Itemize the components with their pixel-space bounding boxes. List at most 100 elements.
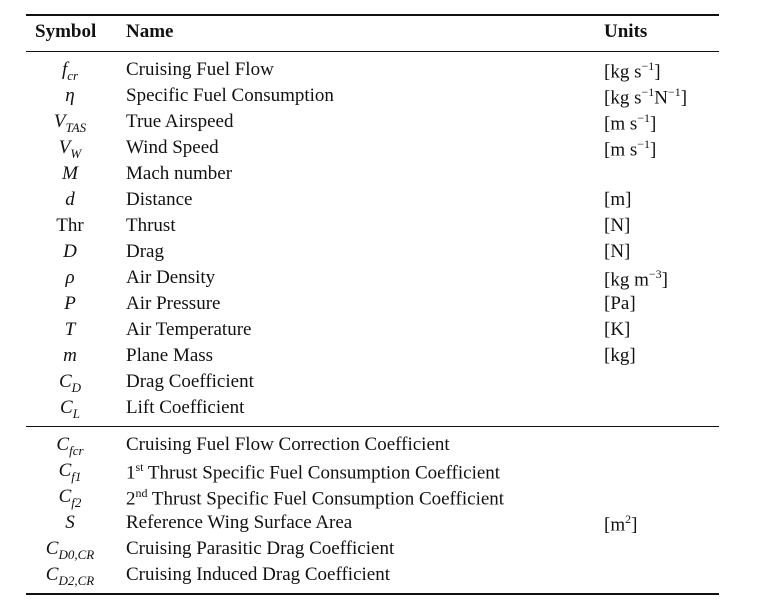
name-cell: 2nd Thrust Specific Fuel Consumption Coe… (126, 486, 504, 510)
table-row: CD0,CR Cruising Parasitic Drag Coefficien… (0, 536, 767, 562)
group-separator-rule (26, 426, 719, 427)
unit-text: [kg m (604, 269, 649, 291)
symbol-main: C (58, 486, 72, 507)
symbol-subscript: cr (67, 67, 79, 83)
symbol-cell: CD0,CR (30, 538, 110, 563)
unit-text: [K] (604, 319, 631, 340)
unit-text: [kg] (604, 345, 636, 366)
symbol-cell: VW (30, 137, 110, 162)
unit-exponent: −1 (637, 111, 651, 125)
name-cell: Specific Fuel Consumption (126, 85, 334, 107)
symbol-main: C (45, 538, 59, 559)
name-cell: Air Density (126, 267, 215, 289)
symbol-subscript: f1 (71, 468, 82, 484)
unit-exponent: −1 (637, 137, 651, 151)
table-row: T Air Temperature [K] (0, 317, 767, 343)
unit-bracket: ] (650, 113, 657, 135)
table-row: η Specific Fuel Consumption [kg s−1N−1] (0, 83, 767, 109)
name-cell: Cruising Fuel Flow Correction Coefficien… (126, 434, 450, 456)
name-cell: Distance (126, 189, 192, 211)
name-cell: Wind Speed (126, 137, 219, 159)
symbol-main: m (63, 345, 77, 366)
table-top-rule (26, 14, 719, 16)
symbol-main: η (65, 85, 75, 106)
unit-text: [kg s (604, 61, 642, 83)
symbol-cell: m (30, 345, 110, 367)
name-cell: True Airspeed (126, 111, 234, 133)
table-row: S Reference Wing Surface Area [m2] (0, 510, 767, 536)
symbol-cell: S (30, 512, 110, 534)
unit-exponent: −1 (641, 59, 655, 73)
units-cell: [K] (604, 319, 630, 341)
name-cell: Air Pressure (126, 293, 220, 315)
name-cell: Cruising Fuel Flow (126, 59, 274, 81)
name-text: Wind Speed (126, 137, 219, 158)
units-cell: [kg s−1N−1] (604, 85, 687, 109)
symbol-main: V (58, 137, 71, 158)
name-cell: Reference Wing Surface Area (126, 512, 352, 534)
symbol-cell: M (30, 163, 110, 185)
name-text: Plane Mass (126, 345, 214, 366)
symbol-main: M (62, 163, 78, 184)
name-text: True Airspeed (126, 111, 234, 132)
table-row: CD2,CR Cruising Induced Drag Coefficient (0, 562, 767, 588)
symbol-cell: P (30, 293, 110, 315)
symbol-main: f (61, 59, 68, 80)
table-row: CL Lift Coefficient (0, 395, 767, 421)
symbol-cell: fcr (30, 59, 110, 84)
name-text: Air Density (126, 267, 216, 288)
header-name: Name (126, 21, 174, 42)
name-cell: Drag (126, 241, 164, 263)
name-text: Cruising Fuel Flow (126, 59, 274, 80)
table-row: VTAS True Airspeed [m s−1] (0, 109, 767, 135)
name-text: Thrust Specific Fuel Consumption Coeffic… (147, 488, 505, 510)
unit-text: [Pa] (604, 293, 636, 314)
symbol-subscript: f2 (71, 494, 82, 510)
unit-exponent-2: −1 (668, 85, 681, 99)
units-cell: [kg] (604, 345, 636, 367)
name-cell: Mach number (126, 163, 232, 185)
symbol-cell: D (30, 241, 110, 263)
units-cell: [kg m−3] (604, 267, 668, 291)
unit-text-mid: N (654, 87, 668, 109)
symbol-subscript: fcr (69, 442, 84, 458)
units-cell: [kg s−1] (604, 59, 661, 83)
unit-bracket: ] (654, 61, 661, 83)
symbol-subscript: W (70, 145, 82, 161)
name-cell: Thrust (126, 215, 176, 237)
unit-text: [m s (604, 139, 638, 161)
name-ordinal-suffix: nd (135, 486, 148, 500)
symbol-subscript: D2,CR (58, 572, 95, 588)
unit-exponent: −1 (641, 85, 655, 99)
table-row: Cf2 2nd Thrust Specific Fuel Consumption … (0, 484, 767, 510)
name-text: Mach number (126, 163, 233, 184)
symbol-subscript: L (72, 405, 80, 421)
unit-exponent: 2 (625, 512, 632, 526)
unit-text: [kg s (604, 87, 642, 109)
symbol-main: Thr (56, 215, 84, 236)
table-row: P Air Pressure [Pa] (0, 291, 767, 317)
symbol-cell: η (30, 85, 110, 107)
units-cell: [N] (604, 241, 630, 263)
unit-text: [m] (604, 189, 632, 210)
name-text: Cruising Fuel Flow Correction Coefficien… (126, 434, 450, 455)
unit-bracket: ] (650, 139, 657, 161)
symbol-cell: Cf2 (30, 486, 110, 511)
symbol-cell: T (30, 319, 110, 341)
table-row: ρ Air Density [kg m−3] (0, 265, 767, 291)
symbol-cell: d (30, 189, 110, 211)
table-row: VW Wind Speed [m s−1] (0, 135, 767, 161)
name-text: Cruising Parasitic Drag Coefficient (126, 538, 395, 559)
name-text: Drag Coefficient (126, 371, 254, 392)
header-rule (26, 51, 719, 52)
name-text: Air Pressure (126, 293, 221, 314)
symbol-main: C (56, 434, 70, 455)
name-text: Reference Wing Surface Area (126, 512, 353, 533)
table-row: CD Drag Coefficient (0, 369, 767, 395)
units-cell: [m s−1] (604, 137, 656, 161)
symbol-cell: VTAS (30, 111, 110, 136)
table-row: Thr Thrust [N] (0, 213, 767, 239)
units-cell: [m2] (604, 512, 637, 536)
name-text: Distance (126, 189, 193, 210)
name-ordinal: 1 (126, 462, 136, 484)
